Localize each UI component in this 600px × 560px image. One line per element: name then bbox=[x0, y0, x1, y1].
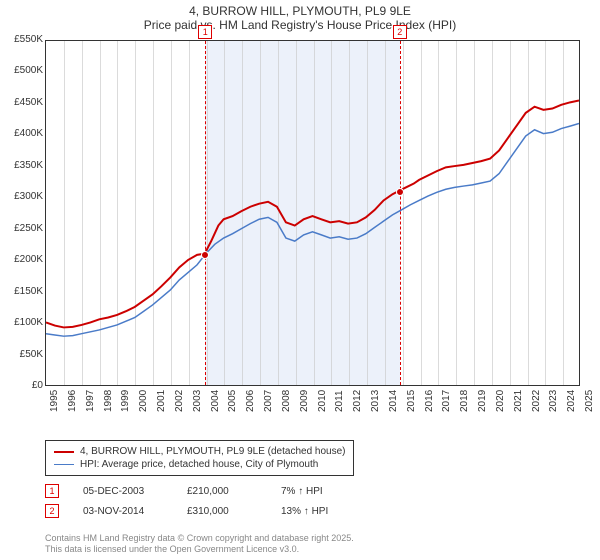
y-tick-label: £150K bbox=[7, 286, 43, 297]
line-series bbox=[46, 41, 579, 385]
sale-point-marker bbox=[396, 188, 404, 196]
x-tick-label: 2021 bbox=[513, 390, 524, 412]
x-tick-label: 2002 bbox=[174, 390, 185, 412]
x-tick-label: 2003 bbox=[192, 390, 203, 412]
x-tick-label: 2019 bbox=[477, 390, 488, 412]
x-tick-label: 2018 bbox=[459, 390, 470, 412]
legend-label: HPI: Average price, detached house, City… bbox=[80, 459, 318, 470]
x-tick-label: 2015 bbox=[406, 390, 417, 412]
sale-date: 03-NOV-2014 bbox=[83, 506, 163, 517]
y-tick-label: £50K bbox=[7, 349, 43, 360]
y-tick-label: £450K bbox=[7, 97, 43, 108]
y-tick-label: £400K bbox=[7, 128, 43, 139]
x-tick-label: 1996 bbox=[67, 390, 78, 412]
chart-container: 4, BURROW HILL, PLYMOUTH, PL9 9LE Price … bbox=[0, 0, 600, 560]
legend-swatch bbox=[54, 464, 74, 466]
y-tick-label: £200K bbox=[7, 254, 43, 265]
chart-title: 4, BURROW HILL, PLYMOUTH, PL9 9LE Price … bbox=[0, 0, 600, 34]
sale-price: £210,000 bbox=[187, 486, 257, 497]
x-tick-label: 1995 bbox=[49, 390, 60, 412]
x-tick-label: 2001 bbox=[156, 390, 167, 412]
x-tick-label: 2005 bbox=[227, 390, 238, 412]
legend-label: 4, BURROW HILL, PLYMOUTH, PL9 9LE (detac… bbox=[80, 446, 345, 457]
sale-row-2: 2 03-NOV-2014 £310,000 13% ↑ HPI bbox=[45, 504, 328, 518]
x-tick-label: 2023 bbox=[548, 390, 559, 412]
x-tick-label: 2006 bbox=[245, 390, 256, 412]
y-tick-label: £100K bbox=[7, 317, 43, 328]
sale-change: 7% ↑ HPI bbox=[281, 486, 323, 497]
x-tick-label: 2010 bbox=[317, 390, 328, 412]
x-tick-label: 2017 bbox=[441, 390, 452, 412]
reference-line bbox=[205, 41, 206, 385]
legend: 4, BURROW HILL, PLYMOUTH, PL9 9LE (detac… bbox=[45, 440, 354, 476]
x-tick-label: 2013 bbox=[370, 390, 381, 412]
reference-marker: 1 bbox=[198, 25, 212, 39]
footer-line1: Contains HM Land Registry data © Crown c… bbox=[45, 533, 354, 545]
footer: Contains HM Land Registry data © Crown c… bbox=[45, 533, 354, 556]
legend-item-hpi: HPI: Average price, detached house, City… bbox=[54, 458, 345, 471]
y-tick-label: £0 bbox=[7, 380, 43, 391]
legend-swatch bbox=[54, 451, 74, 453]
footer-line2: This data is licensed under the Open Gov… bbox=[45, 544, 354, 556]
x-tick-label: 2009 bbox=[299, 390, 310, 412]
x-tick-label: 2024 bbox=[566, 390, 577, 412]
reference-line bbox=[400, 41, 401, 385]
x-tick-label: 1997 bbox=[85, 390, 96, 412]
x-tick-label: 2014 bbox=[388, 390, 399, 412]
y-tick-label: £300K bbox=[7, 191, 43, 202]
x-tick-label: 2022 bbox=[531, 390, 542, 412]
x-tick-label: 2020 bbox=[495, 390, 506, 412]
x-tick-label: 2007 bbox=[263, 390, 274, 412]
y-tick-label: £250K bbox=[7, 223, 43, 234]
x-tick-label: 2004 bbox=[210, 390, 221, 412]
x-tick-label: 1999 bbox=[120, 390, 131, 412]
chart-area: £0 £50K £100K £150K £200K £250K £300K £350K £400… bbox=[5, 34, 595, 434]
x-tick-label: 2011 bbox=[334, 390, 345, 412]
sale-marker-box: 2 bbox=[45, 504, 59, 518]
sale-row-1: 1 05-DEC-2003 £210,000 7% ↑ HPI bbox=[45, 484, 323, 498]
title-line1: 4, BURROW HILL, PLYMOUTH, PL9 9LE bbox=[0, 4, 600, 18]
sale-marker-box: 1 bbox=[45, 484, 59, 498]
x-tick-label: 2016 bbox=[424, 390, 435, 412]
x-tick-label: 1998 bbox=[103, 390, 114, 412]
series-line-price_paid bbox=[46, 100, 579, 327]
y-tick-label: £350K bbox=[7, 160, 43, 171]
legend-item-price-paid: 4, BURROW HILL, PLYMOUTH, PL9 9LE (detac… bbox=[54, 445, 345, 458]
y-tick-label: £500K bbox=[7, 65, 43, 76]
sale-date: 05-DEC-2003 bbox=[83, 486, 163, 497]
series-line-hpi bbox=[46, 124, 579, 337]
y-tick-label: £550K bbox=[7, 34, 43, 45]
sale-change: 13% ↑ HPI bbox=[281, 506, 328, 517]
x-tick-label: 2008 bbox=[281, 390, 292, 412]
title-line2: Price paid vs. HM Land Registry's House … bbox=[0, 18, 600, 32]
sale-price: £310,000 bbox=[187, 506, 257, 517]
x-tick-label: 2000 bbox=[138, 390, 149, 412]
x-tick-label: 2025 bbox=[584, 390, 595, 412]
x-tick-label: 2012 bbox=[352, 390, 363, 412]
plot-box: 12 bbox=[45, 40, 580, 386]
reference-marker: 2 bbox=[393, 25, 407, 39]
